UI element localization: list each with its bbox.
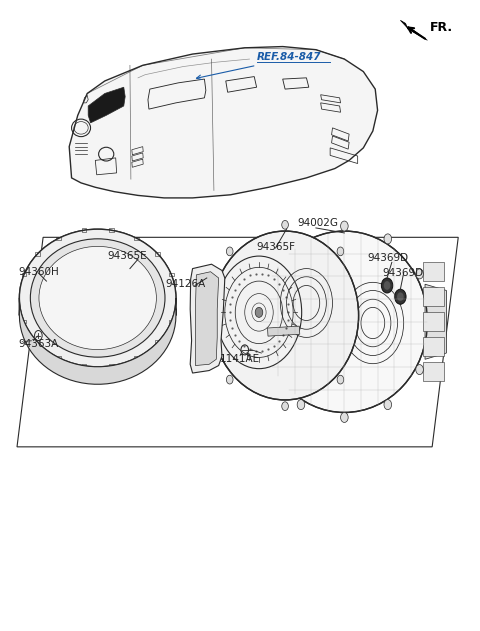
- Text: 94369D: 94369D: [367, 253, 408, 263]
- Text: 94365E: 94365E: [107, 251, 147, 261]
- Text: 94126A: 94126A: [165, 280, 205, 289]
- Circle shape: [337, 247, 344, 256]
- Text: 94369D: 94369D: [383, 268, 423, 278]
- Polygon shape: [423, 262, 444, 281]
- Circle shape: [227, 375, 233, 384]
- Polygon shape: [423, 362, 444, 381]
- Text: 94002G: 94002G: [297, 218, 338, 228]
- Circle shape: [255, 307, 263, 317]
- Polygon shape: [425, 284, 446, 359]
- Circle shape: [297, 399, 305, 410]
- Circle shape: [395, 289, 406, 304]
- Text: FR.: FR.: [430, 21, 453, 34]
- Circle shape: [382, 278, 393, 293]
- Circle shape: [227, 247, 233, 256]
- Circle shape: [341, 413, 348, 422]
- Polygon shape: [19, 229, 176, 316]
- Circle shape: [282, 402, 288, 411]
- Circle shape: [384, 399, 392, 410]
- Ellipse shape: [30, 239, 165, 357]
- Polygon shape: [400, 20, 427, 40]
- Polygon shape: [423, 287, 444, 306]
- Ellipse shape: [39, 246, 156, 350]
- Circle shape: [397, 292, 404, 301]
- Text: REF.84-847: REF.84-847: [257, 52, 321, 62]
- Circle shape: [265, 365, 273, 375]
- Ellipse shape: [261, 231, 427, 413]
- Ellipse shape: [19, 229, 176, 367]
- Polygon shape: [19, 298, 176, 384]
- Polygon shape: [423, 312, 444, 331]
- Circle shape: [416, 269, 423, 279]
- Polygon shape: [190, 264, 225, 373]
- Circle shape: [265, 269, 273, 279]
- Circle shape: [416, 365, 423, 375]
- Ellipse shape: [212, 231, 359, 400]
- Polygon shape: [423, 338, 444, 356]
- Circle shape: [297, 234, 305, 244]
- Text: 94360H: 94360H: [18, 267, 59, 277]
- Text: 94363A: 94363A: [18, 339, 58, 349]
- Circle shape: [384, 234, 392, 244]
- Circle shape: [341, 221, 348, 231]
- Polygon shape: [195, 272, 219, 365]
- Polygon shape: [88, 87, 125, 123]
- Circle shape: [337, 375, 344, 384]
- Polygon shape: [267, 326, 300, 336]
- Circle shape: [384, 281, 390, 290]
- Text: 1141AE: 1141AE: [220, 354, 260, 364]
- Text: 94365F: 94365F: [257, 242, 296, 252]
- Polygon shape: [69, 47, 378, 198]
- Circle shape: [282, 220, 288, 229]
